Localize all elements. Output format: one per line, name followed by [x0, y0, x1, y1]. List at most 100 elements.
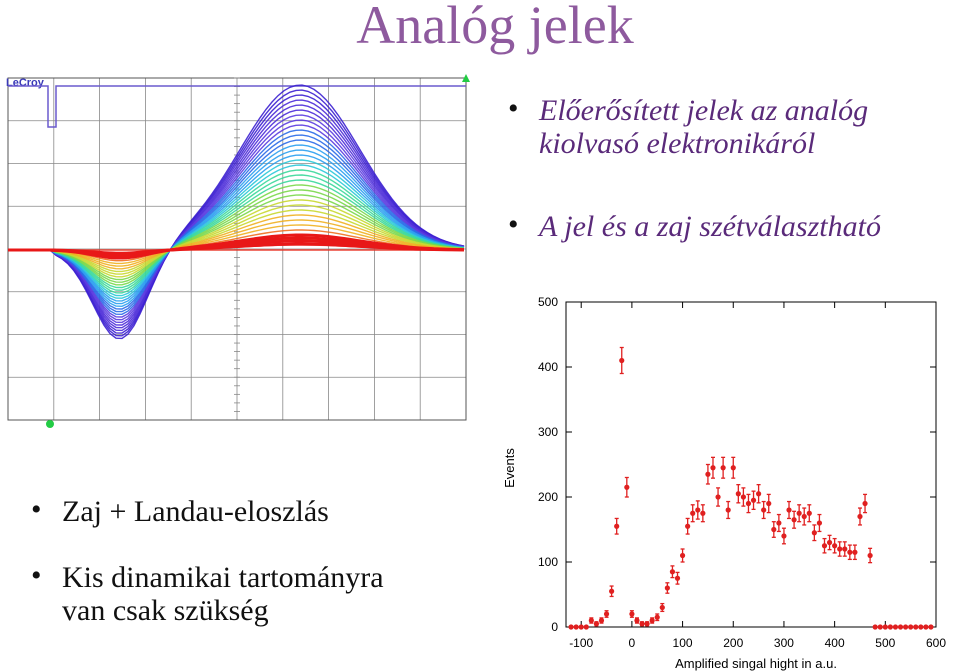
scope-signal-trace: [8, 179, 465, 289]
data-point: [573, 624, 579, 630]
scope-signal-trace: [8, 149, 465, 305]
histogram-ticks: 0 100 200 300 400 500 -100 0 100 200 300 400 500 600: [538, 295, 946, 650]
bullet-dot-icon: •: [508, 208, 519, 241]
data-point: [629, 611, 635, 617]
x-tick-label: 500: [875, 636, 895, 650]
data-point: [887, 624, 893, 630]
slide-title: Analóg jelek: [356, 0, 634, 55]
data-point: [725, 507, 731, 513]
data-point: [771, 526, 777, 533]
data-point: [598, 617, 605, 624]
scope-signal-trace: [8, 124, 465, 318]
data-point: [603, 611, 610, 617]
x-tick-label: -100: [569, 636, 593, 650]
scope-signal-trace: [8, 214, 465, 270]
data-point: [614, 523, 620, 529]
scope-signal-trace: [8, 139, 465, 310]
data-point: [837, 546, 843, 552]
data-point: [908, 624, 914, 630]
x-tick-label: 300: [774, 636, 794, 650]
data-point: [664, 585, 670, 591]
data-point: [639, 621, 645, 627]
scope-signal-trace: [8, 184, 465, 286]
data-point: [710, 465, 716, 471]
bullet-item: • Kis dinamikai tartományra van csak szü…: [31, 559, 384, 627]
scope-traces: [8, 84, 466, 340]
data-point: [913, 624, 919, 630]
data-point: [923, 624, 929, 630]
data-point: [583, 624, 589, 630]
x-tick-label: 200: [723, 636, 743, 650]
data-point: [897, 624, 904, 630]
scope-signal-trace: [8, 174, 465, 291]
scope-signal-trace: [8, 204, 465, 275]
y-axis-label: Events: [502, 448, 517, 488]
bullet-text-line: van csak szükség: [62, 594, 269, 627]
scope-signal-trace: [8, 194, 465, 281]
data-point: [847, 549, 853, 555]
scope-signal-trace: [8, 154, 465, 302]
data-point: [867, 552, 873, 559]
x-axis-label: Amplified singal hight in a.u.: [675, 656, 837, 671]
data-point: [766, 500, 772, 507]
y-tick-label: 300: [538, 425, 558, 439]
data-point: [918, 624, 924, 630]
data-point: [832, 543, 838, 549]
data-point: [720, 465, 726, 471]
data-point: [674, 575, 681, 581]
x-tick-label: 600: [926, 636, 946, 650]
bullet-item: • A jel és a zaj szétválasztható: [508, 208, 881, 243]
bullet-dot-icon: •: [508, 92, 519, 125]
data-point: [816, 520, 823, 526]
data-point: [862, 500, 868, 507]
data-point: [654, 614, 660, 620]
data-point: [750, 497, 757, 503]
data-point: [796, 510, 802, 516]
data-point: [695, 507, 701, 513]
scope-signal-trace: [8, 199, 465, 278]
data-point: [730, 465, 736, 471]
data-point: [791, 517, 797, 523]
histogram-points: [568, 346, 934, 630]
scope-signal-trace: [8, 134, 465, 313]
bullet-dot-icon: •: [31, 559, 42, 592]
data-point: [740, 494, 746, 500]
y-tick-label: 400: [538, 360, 558, 374]
bullet-text-line: A jel és a zaj szétválasztható: [539, 210, 881, 243]
data-point: [801, 513, 807, 520]
data-point: [786, 507, 792, 513]
data-point: [776, 520, 782, 526]
data-point: [700, 510, 706, 516]
data-point: [578, 624, 584, 630]
data-point: [928, 624, 934, 630]
scope-brand-label: LeCroy: [6, 77, 45, 89]
y-tick-label: 500: [538, 295, 558, 309]
data-point: [609, 588, 615, 594]
data-point: [685, 523, 691, 529]
scope-signal-trace: [8, 209, 465, 273]
data-point: [679, 552, 686, 559]
data-point: [842, 546, 848, 552]
data-point: [705, 471, 711, 477]
data-point: [745, 500, 752, 507]
data-point: [644, 621, 650, 627]
oscilloscope-screenshot: LeCroy: [0, 70, 475, 430]
data-point: [882, 624, 888, 630]
y-tick-label: 0: [551, 620, 558, 634]
data-point: [735, 491, 741, 497]
bullet-text-line: Zaj + Landau-eloszlás: [62, 495, 329, 528]
data-point: [811, 530, 817, 536]
data-point: [756, 491, 762, 497]
data-point: [857, 513, 863, 520]
scope-trigger-trace: [8, 85, 466, 128]
data-point: [806, 510, 812, 516]
scope-signal-trace: [8, 169, 465, 294]
scope-trigger-arrow: [462, 74, 470, 82]
scope-noise-trace: [8, 233, 465, 260]
data-point: [659, 604, 665, 611]
data-point: [634, 617, 640, 624]
data-point: [715, 494, 721, 500]
data-point: [781, 533, 787, 539]
scope-signal-trace: [8, 219, 465, 267]
